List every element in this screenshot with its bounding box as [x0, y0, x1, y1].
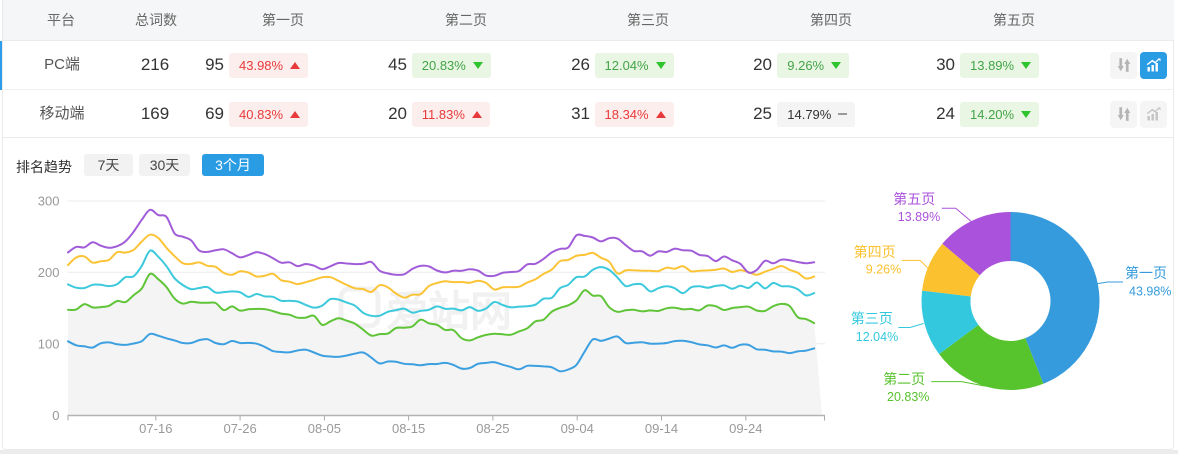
- svg-text:43.98%: 43.98%: [1129, 285, 1171, 299]
- svg-text:第二页: 第二页: [883, 371, 925, 387]
- svg-text:0: 0: [52, 408, 59, 423]
- svg-text:13.89%: 13.89%: [898, 210, 940, 224]
- svg-text:12.04%: 12.04%: [856, 330, 898, 344]
- svg-text:100: 100: [38, 337, 60, 352]
- svg-text:08-15: 08-15: [392, 421, 425, 436]
- svg-text:07-26: 07-26: [223, 421, 256, 436]
- svg-text:第四页: 第四页: [854, 244, 896, 260]
- svg-text:300: 300: [38, 194, 60, 209]
- svg-text:200: 200: [38, 265, 60, 280]
- svg-text:第三页: 第三页: [851, 311, 893, 327]
- svg-text:09-14: 09-14: [645, 421, 678, 436]
- svg-text:07-16: 07-16: [139, 421, 172, 436]
- svg-text:08-25: 08-25: [476, 421, 509, 436]
- svg-text:9.26%: 9.26%: [866, 263, 901, 277]
- svg-text:20.83%: 20.83%: [887, 390, 929, 404]
- svg-text:第一页: 第一页: [1125, 265, 1167, 281]
- svg-text:09-04: 09-04: [561, 421, 594, 436]
- svg-text:第五页: 第五页: [893, 191, 935, 207]
- svg-text:09-24: 09-24: [729, 421, 762, 436]
- svg-text:08-05: 08-05: [308, 421, 341, 436]
